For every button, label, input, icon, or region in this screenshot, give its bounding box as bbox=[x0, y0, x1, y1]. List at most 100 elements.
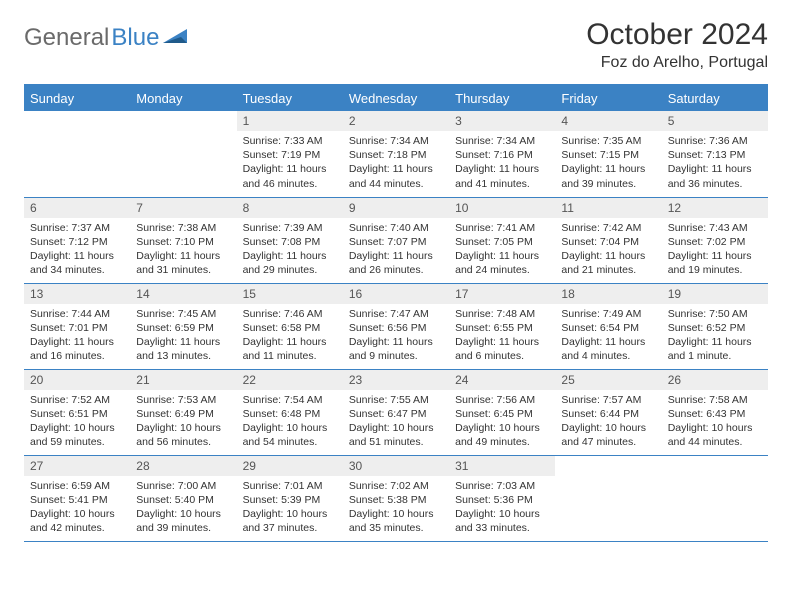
sunset-text: Sunset: 6:51 PM bbox=[30, 407, 124, 421]
sunrise-text: Sunrise: 7:39 AM bbox=[243, 221, 337, 235]
sunset-text: Sunset: 7:10 PM bbox=[136, 235, 230, 249]
day-content: Sunrise: 7:02 AMSunset: 5:38 PMDaylight:… bbox=[343, 476, 449, 541]
calendar-day-cell: 17Sunrise: 7:48 AMSunset: 6:55 PMDayligh… bbox=[449, 283, 555, 369]
day-number: 3 bbox=[449, 111, 555, 131]
day-content: Sunrise: 7:52 AMSunset: 6:51 PMDaylight:… bbox=[24, 390, 130, 455]
daylight-text: Daylight: 10 hours and 39 minutes. bbox=[136, 507, 230, 535]
sunset-text: Sunset: 7:08 PM bbox=[243, 235, 337, 249]
sunrise-text: Sunrise: 7:58 AM bbox=[668, 393, 762, 407]
calendar-body: 1Sunrise: 7:33 AMSunset: 7:19 PMDaylight… bbox=[24, 111, 768, 541]
sunset-text: Sunset: 6:58 PM bbox=[243, 321, 337, 335]
calendar-day-cell: 16Sunrise: 7:47 AMSunset: 6:56 PMDayligh… bbox=[343, 283, 449, 369]
day-number: 28 bbox=[130, 456, 236, 476]
calendar-day-cell: 29Sunrise: 7:01 AMSunset: 5:39 PMDayligh… bbox=[237, 455, 343, 541]
weekday-header: Thursday bbox=[449, 85, 555, 111]
day-content: Sunrise: 7:58 AMSunset: 6:43 PMDaylight:… bbox=[662, 390, 768, 455]
calendar-day-cell: 3Sunrise: 7:34 AMSunset: 7:16 PMDaylight… bbox=[449, 111, 555, 197]
daylight-text: Daylight: 10 hours and 49 minutes. bbox=[455, 421, 549, 449]
day-content: Sunrise: 7:39 AMSunset: 7:08 PMDaylight:… bbox=[237, 218, 343, 283]
sunrise-text: Sunrise: 7:42 AM bbox=[561, 221, 655, 235]
daylight-text: Daylight: 11 hours and 44 minutes. bbox=[349, 162, 443, 190]
calendar-day-cell: 23Sunrise: 7:55 AMSunset: 6:47 PMDayligh… bbox=[343, 369, 449, 455]
calendar-day-cell: 30Sunrise: 7:02 AMSunset: 5:38 PMDayligh… bbox=[343, 455, 449, 541]
day-number: 15 bbox=[237, 284, 343, 304]
daylight-text: Daylight: 11 hours and 6 minutes. bbox=[455, 335, 549, 363]
calendar-day-cell: 31Sunrise: 7:03 AMSunset: 5:36 PMDayligh… bbox=[449, 455, 555, 541]
sunrise-text: Sunrise: 7:55 AM bbox=[349, 393, 443, 407]
sunset-text: Sunset: 6:44 PM bbox=[561, 407, 655, 421]
sunrise-text: Sunrise: 7:47 AM bbox=[349, 307, 443, 321]
sunrise-text: Sunrise: 7:41 AM bbox=[455, 221, 549, 235]
sunrise-text: Sunrise: 7:57 AM bbox=[561, 393, 655, 407]
day-number: 20 bbox=[24, 370, 130, 390]
daylight-text: Daylight: 10 hours and 51 minutes. bbox=[349, 421, 443, 449]
calendar-day-cell bbox=[24, 111, 130, 197]
calendar-day-cell bbox=[130, 111, 236, 197]
sunrise-text: Sunrise: 7:01 AM bbox=[243, 479, 337, 493]
sunset-text: Sunset: 6:48 PM bbox=[243, 407, 337, 421]
daylight-text: Daylight: 11 hours and 16 minutes. bbox=[30, 335, 124, 363]
day-content: Sunrise: 7:49 AMSunset: 6:54 PMDaylight:… bbox=[555, 304, 661, 369]
day-content: Sunrise: 7:43 AMSunset: 7:02 PMDaylight:… bbox=[662, 218, 768, 283]
calendar-day-cell: 26Sunrise: 7:58 AMSunset: 6:43 PMDayligh… bbox=[662, 369, 768, 455]
logo-word-1: General bbox=[24, 24, 109, 52]
day-content: Sunrise: 7:56 AMSunset: 6:45 PMDaylight:… bbox=[449, 390, 555, 455]
calendar-day-cell: 13Sunrise: 7:44 AMSunset: 7:01 PMDayligh… bbox=[24, 283, 130, 369]
sunrise-text: Sunrise: 7:34 AM bbox=[455, 134, 549, 148]
day-content: Sunrise: 7:34 AMSunset: 7:16 PMDaylight:… bbox=[449, 131, 555, 196]
daylight-text: Daylight: 11 hours and 24 minutes. bbox=[455, 249, 549, 277]
sunset-text: Sunset: 7:05 PM bbox=[455, 235, 549, 249]
daylight-text: Daylight: 11 hours and 13 minutes. bbox=[136, 335, 230, 363]
sunset-text: Sunset: 6:55 PM bbox=[455, 321, 549, 335]
daylight-text: Daylight: 11 hours and 9 minutes. bbox=[349, 335, 443, 363]
sunset-text: Sunset: 5:40 PM bbox=[136, 493, 230, 507]
day-content: Sunrise: 7:00 AMSunset: 5:40 PMDaylight:… bbox=[130, 476, 236, 541]
sunset-text: Sunset: 5:36 PM bbox=[455, 493, 549, 507]
sunset-text: Sunset: 6:59 PM bbox=[136, 321, 230, 335]
sunrise-text: Sunrise: 7:37 AM bbox=[30, 221, 124, 235]
sunrise-text: Sunrise: 7:50 AM bbox=[668, 307, 762, 321]
sunset-text: Sunset: 7:02 PM bbox=[668, 235, 762, 249]
sunrise-text: Sunrise: 7:33 AM bbox=[243, 134, 337, 148]
daylight-text: Daylight: 11 hours and 39 minutes. bbox=[561, 162, 655, 190]
day-content: Sunrise: 7:46 AMSunset: 6:58 PMDaylight:… bbox=[237, 304, 343, 369]
day-content: Sunrise: 7:33 AMSunset: 7:19 PMDaylight:… bbox=[237, 131, 343, 196]
daylight-text: Daylight: 10 hours and 47 minutes. bbox=[561, 421, 655, 449]
calendar-day-cell: 5Sunrise: 7:36 AMSunset: 7:13 PMDaylight… bbox=[662, 111, 768, 197]
daylight-text: Daylight: 10 hours and 42 minutes. bbox=[30, 507, 124, 535]
sunset-text: Sunset: 5:39 PM bbox=[243, 493, 337, 507]
calendar-day-cell: 10Sunrise: 7:41 AMSunset: 7:05 PMDayligh… bbox=[449, 197, 555, 283]
calendar-day-cell: 14Sunrise: 7:45 AMSunset: 6:59 PMDayligh… bbox=[130, 283, 236, 369]
calendar-day-cell: 2Sunrise: 7:34 AMSunset: 7:18 PMDaylight… bbox=[343, 111, 449, 197]
daylight-text: Daylight: 10 hours and 33 minutes. bbox=[455, 507, 549, 535]
day-number: 14 bbox=[130, 284, 236, 304]
weekday-header: Sunday bbox=[24, 85, 130, 111]
day-number: 19 bbox=[662, 284, 768, 304]
sunset-text: Sunset: 7:01 PM bbox=[30, 321, 124, 335]
daylight-text: Daylight: 11 hours and 26 minutes. bbox=[349, 249, 443, 277]
calendar-day-cell: 8Sunrise: 7:39 AMSunset: 7:08 PMDaylight… bbox=[237, 197, 343, 283]
calendar-day-cell: 9Sunrise: 7:40 AMSunset: 7:07 PMDaylight… bbox=[343, 197, 449, 283]
calendar-day-cell: 6Sunrise: 7:37 AMSunset: 7:12 PMDaylight… bbox=[24, 197, 130, 283]
day-content: Sunrise: 7:53 AMSunset: 6:49 PMDaylight:… bbox=[130, 390, 236, 455]
weekday-header: Friday bbox=[555, 85, 661, 111]
sunrise-text: Sunrise: 7:02 AM bbox=[349, 479, 443, 493]
daylight-text: Daylight: 11 hours and 46 minutes. bbox=[243, 162, 337, 190]
sunset-text: Sunset: 7:15 PM bbox=[561, 148, 655, 162]
calendar-day-cell: 7Sunrise: 7:38 AMSunset: 7:10 PMDaylight… bbox=[130, 197, 236, 283]
sunset-text: Sunset: 7:16 PM bbox=[455, 148, 549, 162]
sunrise-text: Sunrise: 6:59 AM bbox=[30, 479, 124, 493]
day-content: Sunrise: 7:48 AMSunset: 6:55 PMDaylight:… bbox=[449, 304, 555, 369]
day-number: 17 bbox=[449, 284, 555, 304]
daylight-text: Daylight: 10 hours and 54 minutes. bbox=[243, 421, 337, 449]
daylight-text: Daylight: 10 hours and 59 minutes. bbox=[30, 421, 124, 449]
day-content: Sunrise: 7:38 AMSunset: 7:10 PMDaylight:… bbox=[130, 218, 236, 283]
daylight-text: Daylight: 11 hours and 21 minutes. bbox=[561, 249, 655, 277]
day-content: Sunrise: 7:01 AMSunset: 5:39 PMDaylight:… bbox=[237, 476, 343, 541]
sunset-text: Sunset: 7:12 PM bbox=[30, 235, 124, 249]
daylight-text: Daylight: 10 hours and 37 minutes. bbox=[243, 507, 337, 535]
day-number: 6 bbox=[24, 198, 130, 218]
day-number: 31 bbox=[449, 456, 555, 476]
sunrise-text: Sunrise: 7:36 AM bbox=[668, 134, 762, 148]
sunset-text: Sunset: 7:19 PM bbox=[243, 148, 337, 162]
